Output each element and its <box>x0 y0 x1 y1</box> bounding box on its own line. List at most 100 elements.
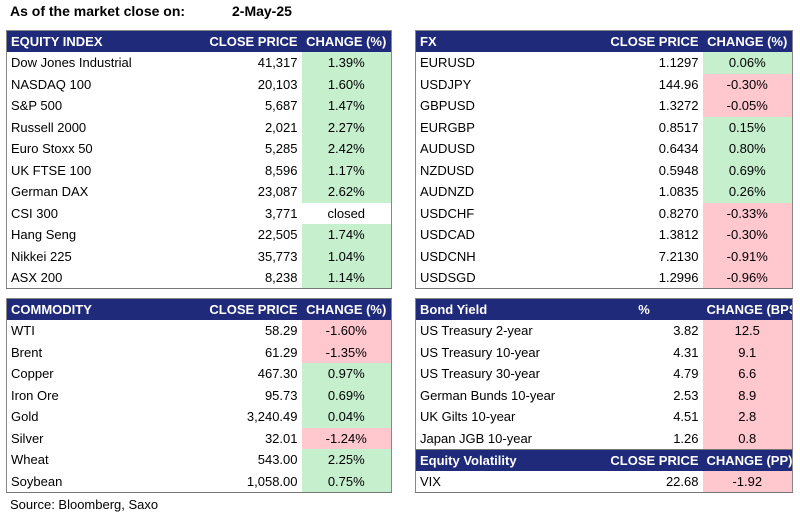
change-value: 2.42% <box>301 138 392 160</box>
column-header: CLOSE PRICE <box>585 448 703 471</box>
change-value: 2.62% <box>301 181 392 203</box>
change-value: -0.30% <box>702 73 793 95</box>
change-value: 1.04% <box>301 245 392 267</box>
close-value: 8,238 <box>204 267 302 289</box>
change-value: 2.25% <box>301 449 392 471</box>
close-value: 1.3812 <box>658 227 699 243</box>
change-value: 0.80% <box>702 138 793 160</box>
table-row: CSI 300 3,771 closed <box>7 203 392 225</box>
table-row: US Treasury 10-year 4.31 9.1 <box>416 341 793 363</box>
close-value: 7.2130 <box>658 248 699 264</box>
fx-table: FX CLOSE PRICE CHANGE (%) EURUSD 1.1297 0.… <box>415 30 793 289</box>
change-value: 1.39% <box>301 52 392 74</box>
close-value: 2,021 <box>264 119 298 135</box>
table-row: VIX 22.68 -1.92 <box>415 470 793 493</box>
close-value: 1.0835 <box>658 184 699 200</box>
table-row: Copper 467.30 0.97% <box>7 363 392 385</box>
instrument-name: Nikkei 225 <box>11 248 72 264</box>
table-row: GBPUSD 1.3272 -0.05% <box>416 95 793 117</box>
close-value: 61.29 <box>264 344 298 360</box>
change-value: -0.33% <box>702 202 793 224</box>
close-value: 1.3272 <box>658 98 699 114</box>
column-header: CHANGE (PP) <box>702 448 793 471</box>
table-row: Nikkei 225 35,773 1.04% <box>7 245 392 267</box>
instrument-name: USDCNH <box>420 248 476 264</box>
instrument-name: Iron Ore <box>11 387 59 403</box>
change-value: 0.06% <box>702 52 793 74</box>
instrument-name: AUDNZD <box>420 184 475 200</box>
equity-index-table: EQUITY INDEX CLOSE PRICE CHANGE (%) Dow … <box>6 30 392 289</box>
instrument-name: ASX 200 <box>6 267 205 289</box>
column-header: CLOSE PRICE <box>204 298 302 320</box>
instrument-name: AUDUSD <box>420 141 475 157</box>
close-value: 32.01 <box>264 430 298 446</box>
column-header: COMMODITY <box>6 298 205 320</box>
close-value: 2.53 <box>673 387 699 403</box>
table-row: WTI 58.29 -1.60% <box>7 320 392 342</box>
table-row: Soybean 1,058.00 0.75% <box>6 470 392 493</box>
close-value: 467.30 <box>257 366 298 382</box>
market-close-date: 2-May-25 <box>232 3 292 19</box>
change-value: -0.05% <box>702 95 793 117</box>
table-row: Euro Stoxx 50 5,285 2.42% <box>7 138 392 160</box>
close-value: 1.2996 <box>585 267 703 289</box>
table-row: USDSGD 1.2996 -0.96% <box>415 267 793 289</box>
change-value: 8.9 <box>702 384 793 406</box>
bond-yield-table: Bond Yield % CHANGE (BPS) US Treasury 2-… <box>415 298 793 493</box>
close-value: 95.73 <box>264 387 298 403</box>
instrument-name: Russell 2000 <box>11 119 87 135</box>
instrument-name: USDCAD <box>420 227 475 243</box>
table-row: Gold 3,240.49 0.04% <box>7 406 392 428</box>
table-row: USDCHF 0.8270 -0.33% <box>416 202 793 224</box>
close-value: 5,285 <box>264 141 298 157</box>
table-row: AUDUSD 0.6434 0.80% <box>416 138 793 160</box>
close-value: 20,103 <box>257 76 298 92</box>
table-row: UK FTSE 100 8,596 1.17% <box>7 159 392 181</box>
close-value: 3,771 <box>264 205 298 221</box>
change-value: 1.17% <box>301 159 392 181</box>
table-row: NASDAQ 100 20,103 1.60% <box>7 73 392 95</box>
table-header-row: COMMODITY CLOSE PRICE CHANGE (%) <box>6 298 392 320</box>
instrument-name: UK Gilts 10-year <box>420 409 516 425</box>
table-row: USDCNH 7.2130 -0.91% <box>416 245 793 267</box>
column-header: FX <box>415 30 586 52</box>
instrument-name: Soybean <box>6 470 205 493</box>
close-value: 1.1297 <box>658 55 699 71</box>
instrument-name: German Bunds 10-year <box>420 387 556 403</box>
change-value: 0.97% <box>301 363 392 385</box>
table-row: Wheat 543.00 2.25% <box>7 449 392 471</box>
change-value: 1.14% <box>301 267 392 289</box>
table-row: US Treasury 30-year 4.79 6.6 <box>416 363 793 385</box>
table-row: Dow Jones Industrial 41,317 1.39% <box>7 52 392 74</box>
source-note: Source: Bloomberg, Saxo <box>10 497 159 512</box>
commodity-table: COMMODITY CLOSE PRICE CHANGE (%) WTI 58.2… <box>6 298 392 493</box>
close-value: 144.96 <box>658 76 699 92</box>
instrument-name: CSI 300 <box>11 205 58 221</box>
table-row: German Bunds 10-year 2.53 8.9 <box>416 384 793 406</box>
table-header-row: Bond Yield % CHANGE (BPS) <box>415 298 793 320</box>
change-value: -1.24% <box>301 427 392 449</box>
table-row: Brent 61.29 -1.35% <box>7 341 392 363</box>
instrument-name: GBPUSD <box>420 98 475 114</box>
change-value: -0.30% <box>702 224 793 246</box>
change-value: 1.47% <box>301 95 392 117</box>
close-value: 22,505 <box>257 227 298 243</box>
close-value: 22.68 <box>585 470 703 493</box>
close-value: 35,773 <box>257 248 298 264</box>
change-value: closed <box>327 205 366 221</box>
table-row: S&P 500 5,687 1.47% <box>7 95 392 117</box>
instrument-name: EURGBP <box>420 119 475 135</box>
instrument-name: German DAX <box>11 184 89 200</box>
change-value: 0.26% <box>702 181 793 203</box>
close-value: 0.8517 <box>658 119 699 135</box>
table-row: USDJPY 144.96 -0.30% <box>416 73 793 95</box>
close-value: 1.26 <box>585 427 703 450</box>
change-value: 0.8 <box>702 427 793 450</box>
table-row: USDCAD 1.3812 -0.30% <box>416 224 793 246</box>
close-value: 0.8270 <box>658 205 699 221</box>
column-header: CHANGE (BPS) <box>702 298 793 320</box>
instrument-name: USDSGD <box>415 267 586 289</box>
change-value: 0.69% <box>301 384 392 406</box>
instrument-name: US Treasury 10-year <box>420 344 540 360</box>
column-header: CLOSE PRICE <box>585 30 703 52</box>
